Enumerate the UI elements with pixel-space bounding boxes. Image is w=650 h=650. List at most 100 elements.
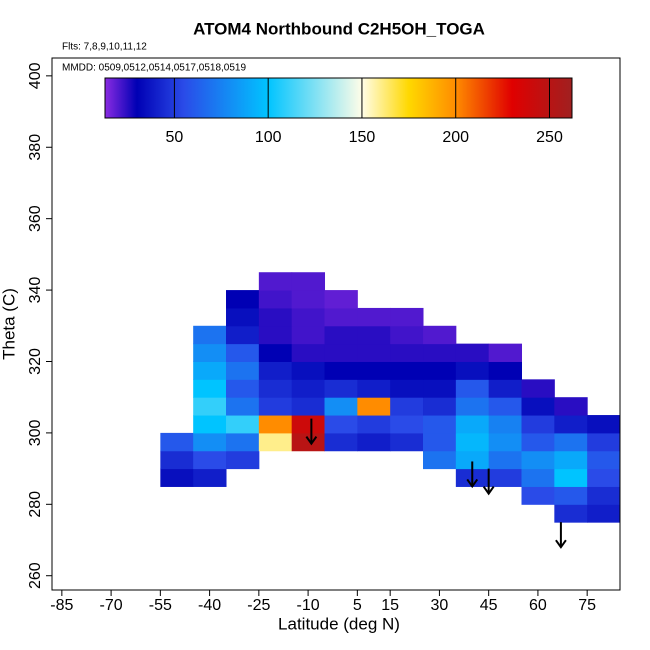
heatmap-cell	[324, 432, 358, 452]
plot-frame	[51, 57, 621, 591]
heatmap-cell	[258, 379, 293, 398]
heatmap-cell	[390, 361, 424, 380]
heatmap-cell	[258, 432, 293, 452]
chart-title: ATOM4 Northbound C2H5OH_TOGA	[193, 19, 485, 38]
y-tick-label: 340	[27, 277, 44, 304]
heatmap-cell	[488, 361, 523, 380]
heatmap-cell	[488, 450, 523, 470]
heatmap-cell	[258, 307, 293, 327]
heatmap-cell	[160, 450, 194, 470]
heatmap-cell	[587, 450, 621, 470]
heatmap-cell	[357, 379, 391, 398]
heatmap-cell	[554, 504, 588, 523]
heatmap-cell	[390, 415, 424, 434]
heatmap-cell	[324, 290, 358, 309]
heatmap-cell	[423, 432, 457, 452]
heatmap-cell	[587, 415, 621, 434]
heatmap-cell	[390, 325, 424, 345]
x-tick-label: -40	[198, 597, 221, 614]
x-tick-label: 75	[578, 597, 596, 614]
heatmap-cell	[390, 432, 424, 452]
heatmap-cell	[226, 343, 260, 362]
heatmap-cell	[193, 432, 227, 452]
heatmap-cell	[226, 325, 260, 345]
heatmap-cell	[258, 415, 293, 434]
heatmap-cell	[291, 415, 326, 434]
heatmap-cell	[193, 397, 227, 416]
heatmap-cell	[258, 272, 293, 291]
x-tick-label: -85	[50, 597, 73, 614]
y-tick-label: 400	[27, 62, 44, 89]
heatmap-cell	[324, 379, 358, 398]
heatmap-cell	[291, 343, 326, 362]
heatmap-cell	[160, 468, 194, 487]
heatmap-cell	[521, 415, 555, 434]
heatmap-cell	[423, 397, 457, 416]
heatmap-cell	[521, 379, 555, 398]
heatmap-cell	[324, 307, 358, 327]
colorbar-tick-label: 200	[442, 129, 469, 146]
heatmap-cell	[193, 361, 227, 380]
colorbar-tick-label: 100	[255, 129, 282, 146]
heatmap-cell	[554, 432, 588, 452]
heatmap-cell	[455, 450, 490, 470]
heatmap-cell	[455, 415, 490, 434]
colorbar-tick-label: 50	[165, 129, 183, 146]
heatmap-cell	[554, 415, 588, 434]
heatmap-cell	[423, 325, 457, 345]
y-axis-label: Theta (C)	[0, 288, 18, 360]
colorbar-tick-label: 250	[536, 129, 563, 146]
heatmap-cell	[390, 343, 424, 362]
heatmap-cell	[258, 361, 293, 380]
heatmap-cell	[291, 397, 326, 416]
heatmap-cell	[455, 379, 490, 398]
heatmap-cell	[554, 486, 588, 505]
heatmap-cell	[521, 450, 555, 470]
heatmap-cell	[554, 450, 588, 470]
heatmap-cell	[291, 325, 326, 345]
x-tick-label: 45	[480, 597, 498, 614]
heatmap-cell	[226, 307, 260, 327]
heatmap-cell	[193, 468, 227, 487]
heatmap-cell	[258, 325, 293, 345]
heatmap-cell	[324, 361, 358, 380]
heatmap-cell	[455, 397, 490, 416]
heatmap-cell	[423, 450, 457, 470]
x-tick-label: -70	[100, 597, 123, 614]
heatmap-cell	[226, 450, 260, 470]
heatmap-cell	[357, 415, 391, 434]
heatmap-cell	[521, 432, 555, 452]
heatmap-cell	[258, 290, 293, 309]
y-tick-label: 260	[27, 562, 44, 589]
heatmap-cell	[226, 397, 260, 416]
arrow-head	[305, 436, 318, 446]
heatmap-cell	[291, 272, 326, 291]
heatmap-cell	[423, 379, 457, 398]
heatmap-cell	[488, 432, 523, 452]
heatmap-cell	[357, 307, 391, 327]
heatmap-cell	[357, 343, 391, 362]
heatmap-cell	[193, 379, 227, 398]
heatmap-cell	[258, 397, 293, 416]
x-tick-label: 5	[353, 597, 362, 614]
y-tick-label: 360	[27, 205, 44, 232]
heatmap-cell	[554, 468, 588, 487]
x-tick-label: -10	[297, 597, 320, 614]
y-tick-label: 300	[27, 419, 44, 446]
x-axis-label: Latitude (deg N)	[278, 614, 400, 633]
heatmap-cell	[455, 343, 490, 362]
heatmap-cell	[226, 290, 260, 309]
heatmap-cell	[488, 379, 523, 398]
y-tick-label: 320	[27, 348, 44, 375]
heatmap-cell	[226, 432, 260, 452]
heatmap-cell	[324, 415, 358, 434]
subtitle: Flts: 7,8,9,10,11,12	[62, 42, 147, 53]
heatmap-cell	[193, 415, 227, 434]
heatmap-cell	[488, 343, 523, 362]
colorbar-tick-label: 150	[349, 129, 376, 146]
x-tick-label: 30	[431, 597, 449, 614]
y-tick-label: 380	[27, 134, 44, 161]
heatmap-cell	[488, 468, 523, 487]
heatmap-cell	[291, 432, 326, 452]
